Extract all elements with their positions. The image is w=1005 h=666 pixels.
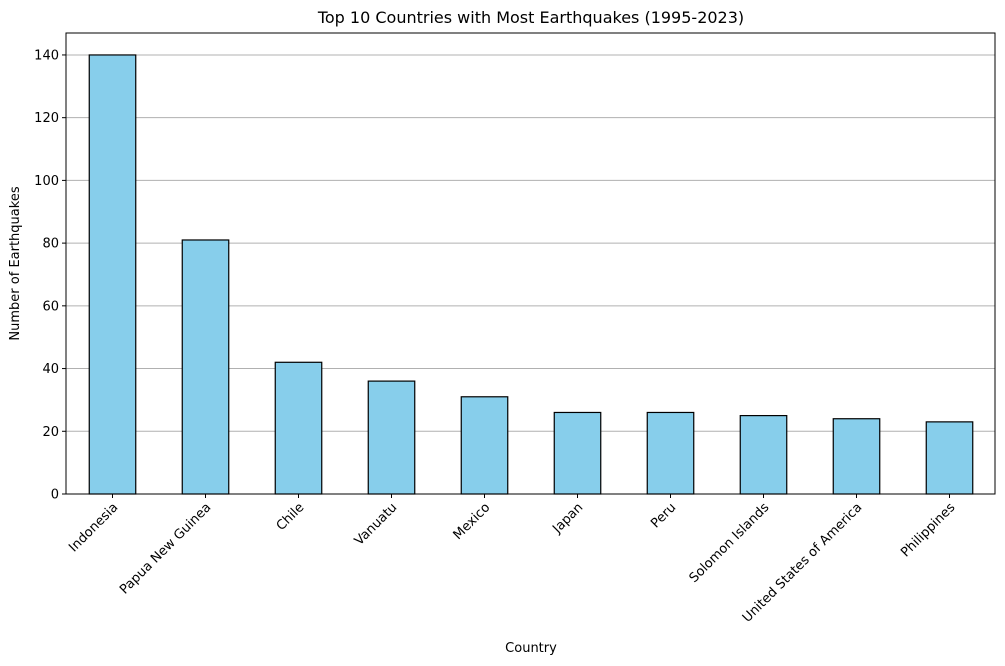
y-tick-label: 120: [34, 111, 59, 126]
chart-title: Top 10 Countries with Most Earthquakes (…: [317, 8, 744, 27]
y-axis-label: Number of Earthquakes: [8, 186, 23, 340]
y-tick-label: 60: [42, 299, 59, 314]
y-tick-label: 20: [42, 425, 59, 440]
x-tick-label: Philippines: [898, 500, 958, 560]
bars: [88, 54, 974, 495]
bar-japan: [553, 411, 602, 495]
bar-mexico: [460, 396, 509, 495]
bar-vanuatu: [367, 380, 416, 495]
x-axis-label: Country: [505, 641, 557, 656]
y-tick-label: 80: [42, 237, 59, 252]
bar-indonesia: [88, 54, 137, 495]
bar-solomon-islands: [739, 414, 788, 495]
y-tick-label: 0: [51, 488, 59, 503]
x-tick-label: Peru: [648, 500, 679, 531]
plot-frame: [65, 32, 996, 495]
x-tick-label: Indonesia: [66, 500, 121, 555]
x-tick-label: Japan: [549, 500, 586, 537]
y-tick-label: 100: [34, 174, 59, 189]
y-axis-ticks: 0 20 40 60 80 100 120 140: [34, 48, 66, 503]
x-tick-label: Solomon Islands: [687, 500, 773, 586]
bar-philippines: [925, 421, 974, 495]
y-tick-label: 40: [42, 362, 59, 377]
x-tick-label: Mexico: [451, 500, 494, 543]
x-tick-label: Chile: [274, 500, 308, 534]
bar-chile: [274, 361, 323, 495]
bar-peru: [646, 411, 695, 495]
x-tick-label: Papua New Guinea: [117, 500, 214, 597]
y-tick-label: 140: [34, 48, 59, 63]
x-tick-label: Vanuatu: [352, 500, 401, 549]
bar-united-states-of-america: [832, 418, 881, 495]
bar-papua-new-guinea: [181, 239, 230, 495]
